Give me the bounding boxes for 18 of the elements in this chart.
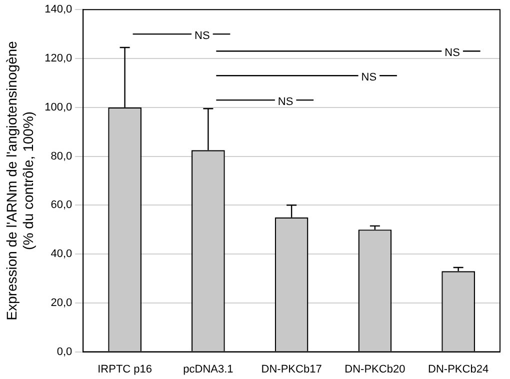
annotation: NS	[361, 72, 377, 84]
x-tick-label: DN-PKCb17	[261, 363, 322, 376]
x-tick-label: pcDNA3.1	[183, 363, 234, 376]
x-tick-label: DN-PKCb20	[344, 363, 406, 376]
y-tick-label: 80,0	[50, 150, 72, 162]
y-tick-label: 60,0	[50, 199, 72, 212]
y-tick-label: 40,0	[50, 248, 72, 260]
y-tick-label: 120,0	[44, 52, 72, 65]
y-tick-label: 140,0	[44, 4, 72, 16]
y-tick-label: 0,0	[56, 346, 72, 358]
y-tick-label: 100,0	[44, 101, 72, 114]
annotation: NS	[194, 30, 210, 42]
y-tick-label: 20,0	[50, 296, 72, 309]
annotation: NS	[444, 47, 460, 60]
y-axis-title: Expression de l'ARNm de l'angiotensinogène (% du contrôle, 100%)	[3, 40, 36, 320]
x-tick-label: DN-PKCb24	[428, 363, 489, 376]
x-tick-label: IRPTC p16	[98, 363, 152, 376]
annotation: NS	[278, 96, 294, 108]
